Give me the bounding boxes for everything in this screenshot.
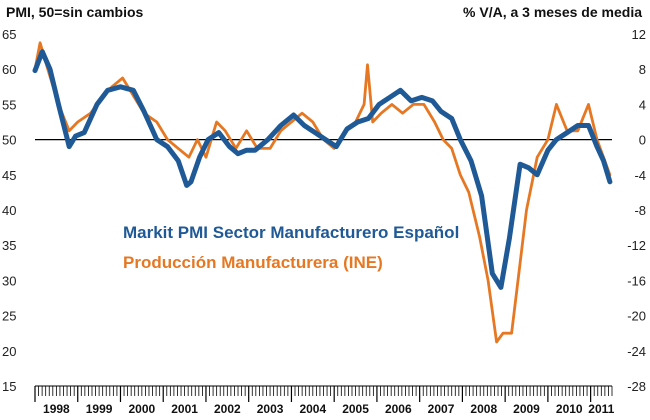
x-tick-label: 2009 bbox=[513, 402, 540, 416]
left-tick-label: 45 bbox=[2, 168, 16, 183]
x-tick-label: 2006 bbox=[385, 402, 412, 416]
right-tick-label: -4 bbox=[634, 168, 646, 183]
x-tick-label: 1998 bbox=[43, 402, 70, 416]
right-tick-label: 4 bbox=[639, 97, 646, 112]
right-tick-label: 0 bbox=[639, 133, 646, 148]
x-tick-label: 2011 bbox=[588, 402, 614, 416]
x-axis: 1998 1999 2000 2001 2002 2003 2004 2005 2006 2007… bbox=[34, 385, 615, 416]
left-tick-label: 25 bbox=[2, 309, 16, 324]
series-line-pmi bbox=[32, 49, 613, 290]
legend-item-production: Producción Manufacturera (INE) bbox=[123, 253, 383, 272]
right-tick-label: -16 bbox=[627, 273, 646, 288]
x-tick-label: 2003 bbox=[257, 402, 284, 416]
left-tick-label: 15 bbox=[2, 379, 16, 394]
legend-item-pmi: Markit PMI Sector Manufacturero Español bbox=[123, 223, 459, 242]
x-tick-label: 2001 bbox=[171, 402, 198, 416]
right-axis: 12 8 4 0 -4 -8 -12 -16 -20 -24 -28 bbox=[627, 27, 646, 394]
left-tick-label: 50 bbox=[2, 133, 16, 148]
plot-area bbox=[32, 41, 613, 344]
x-tick-label: 2010 bbox=[556, 402, 583, 416]
right-tick-label: -24 bbox=[627, 344, 646, 359]
x-tick-label: 2008 bbox=[470, 402, 497, 416]
left-tick-label: 20 bbox=[2, 344, 16, 359]
left-axis: 65 60 55 50 45 40 35 30 25 20 15 bbox=[2, 27, 16, 394]
left-tick-label: 55 bbox=[2, 97, 16, 112]
left-tick-label: 40 bbox=[2, 203, 16, 218]
right-tick-label: -28 bbox=[627, 379, 646, 394]
right-tick-label: 12 bbox=[632, 27, 646, 42]
left-tick-label: 30 bbox=[2, 273, 16, 288]
left-tick-label: 60 bbox=[2, 62, 16, 77]
right-tick-label: -20 bbox=[627, 309, 646, 324]
x-tick-label: 2000 bbox=[129, 402, 156, 416]
right-axis-title: % V/A, a 3 meses de media bbox=[463, 4, 642, 20]
x-tick-label: 2004 bbox=[299, 402, 326, 416]
x-tick-label: 2005 bbox=[342, 402, 369, 416]
x-tick-label: 1999 bbox=[86, 402, 113, 416]
x-tick-label: 2007 bbox=[428, 402, 455, 416]
left-tick-label: 65 bbox=[2, 27, 16, 42]
legend: Markit PMI Sector Manufacturero Español P… bbox=[123, 223, 459, 272]
left-axis-title: PMI, 50=sin cambios bbox=[6, 4, 144, 20]
right-tick-label: 8 bbox=[639, 62, 646, 77]
x-tick-label: 2002 bbox=[214, 402, 241, 416]
left-tick-label: 35 bbox=[2, 238, 16, 253]
right-tick-label: -8 bbox=[634, 203, 646, 218]
right-tick-label: -12 bbox=[627, 238, 646, 253]
